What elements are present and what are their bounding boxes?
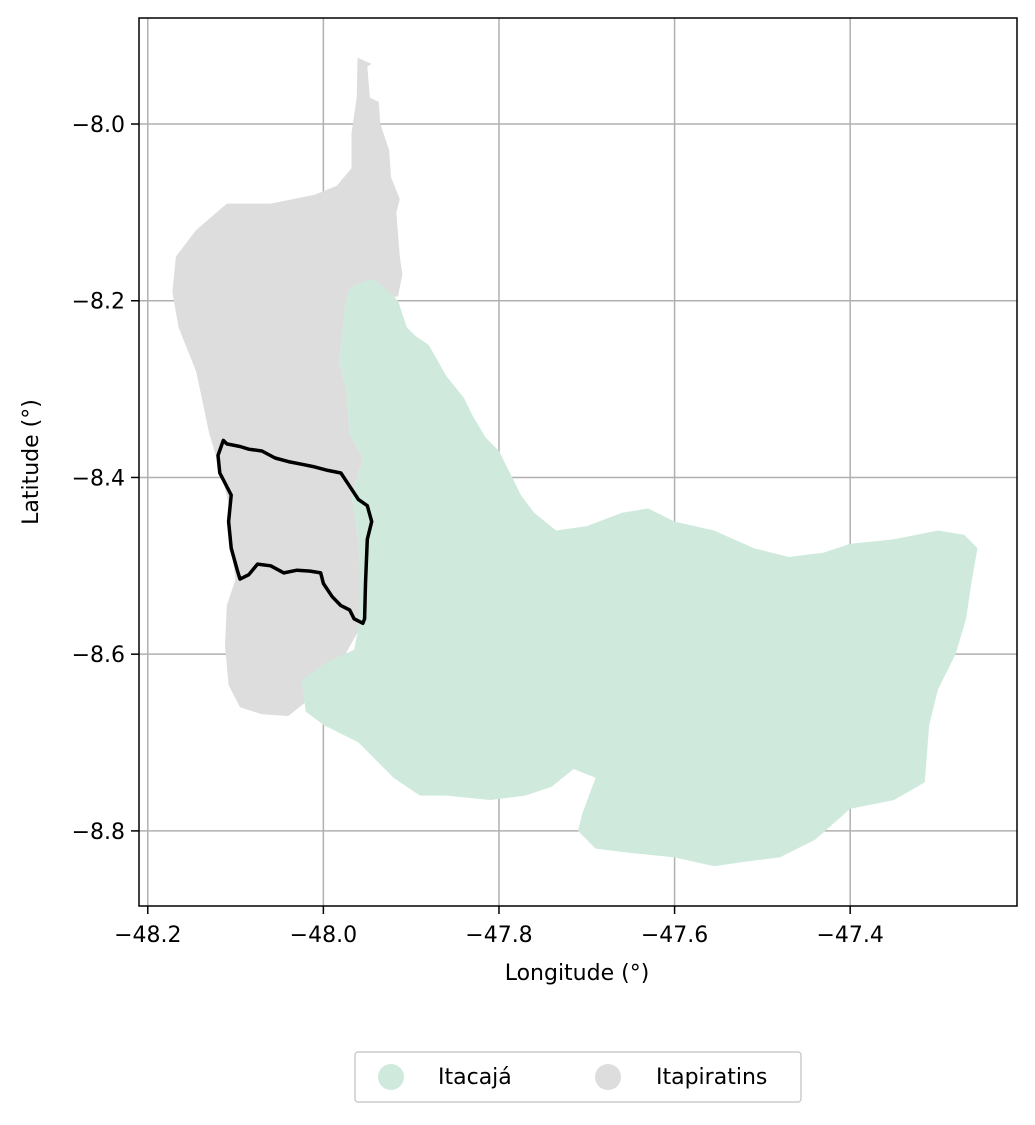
legend-marker-itapiratins: [595, 1064, 621, 1090]
legend-marker-itacaja: [378, 1064, 404, 1090]
x-tick-label: −47.8: [465, 923, 532, 948]
region-itacaja: [301, 278, 978, 867]
x-ticks: −48.2 −48.0 −47.8 −47.6 −47.4: [114, 906, 884, 948]
legend: Itacajá Itapiratins: [354, 1051, 802, 1103]
outline-layer: [216, 438, 374, 626]
plot-frame: [138, 17, 1018, 907]
y-tick-label: −8.4: [72, 466, 125, 491]
x-tick-label: −47.6: [641, 923, 708, 948]
region-itapiratins: [172, 57, 403, 717]
x-tick-label: −47.4: [816, 923, 883, 948]
legend-label-itacaja: Itacajá: [438, 1065, 512, 1090]
x-tick-label: −48.2: [114, 923, 181, 948]
y-tick-label: −8.6: [72, 643, 125, 668]
y-tick-label: −8.8: [72, 820, 125, 845]
regions-layer: [172, 57, 978, 867]
legend-label-itapiratins: Itapiratins: [656, 1065, 767, 1090]
x-axis-label: Longitude (°): [505, 961, 650, 986]
y-ticks: −8.0 −8.2 −8.4 −8.6 −8.8: [72, 113, 139, 845]
y-tick-label: −8.2: [72, 290, 125, 315]
highlight-outline: [216, 438, 374, 626]
legend-box: [354, 1051, 802, 1103]
x-tick-label: −48.0: [290, 923, 357, 948]
y-axis-label: Latitude (°): [19, 399, 44, 525]
y-tick-label: −8.0: [72, 113, 125, 138]
